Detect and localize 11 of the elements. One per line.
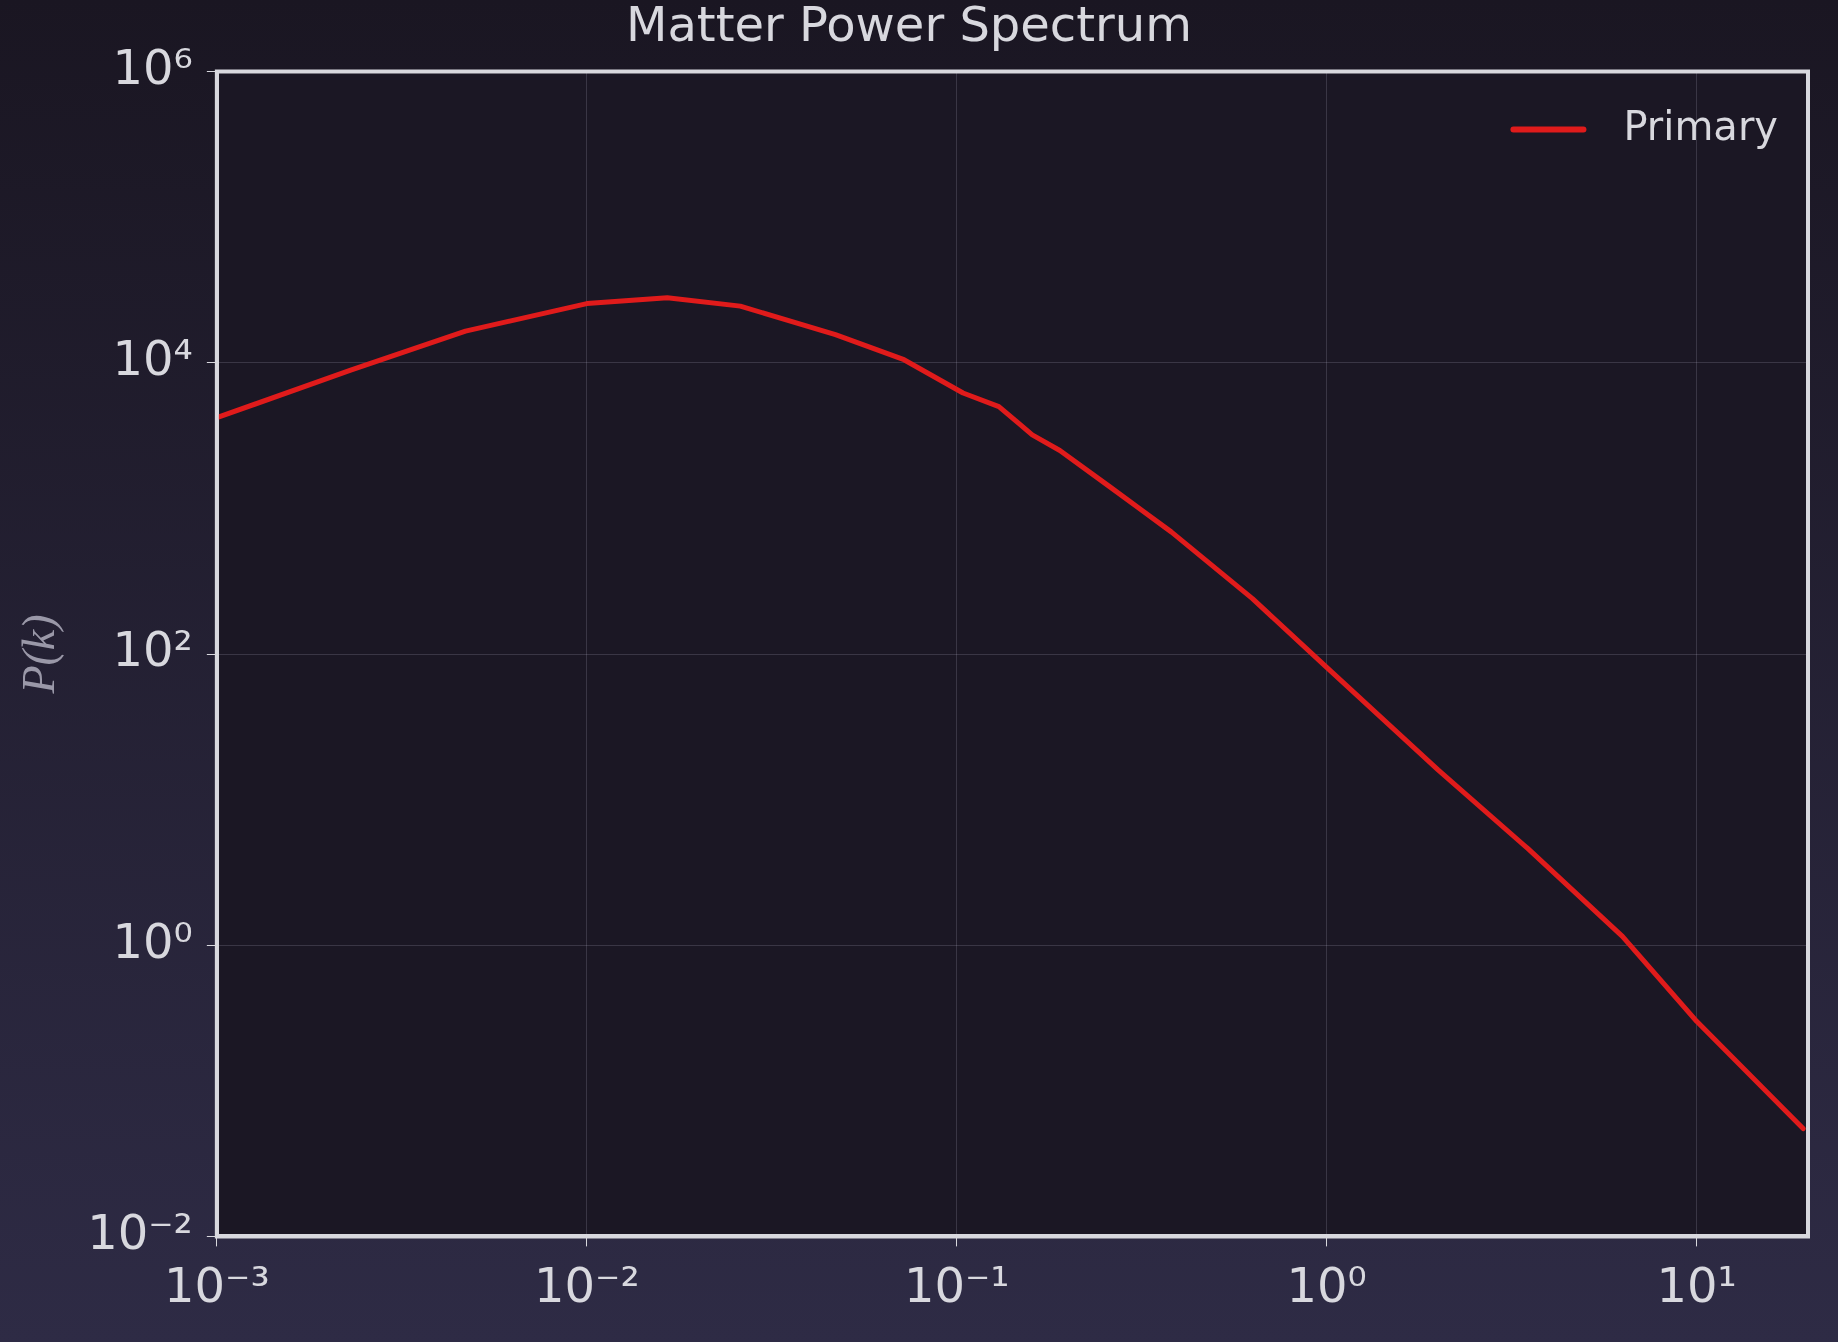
- y-tick-label: 10⁴: [112, 330, 193, 387]
- chart-title: Matter Power Spectrum: [626, 0, 1192, 53]
- x-tick-label: 10⁰: [1286, 1256, 1367, 1313]
- y-tick-label: 10⁰: [112, 912, 193, 969]
- x-tick-label: 10⁻²: [533, 1256, 640, 1313]
- x-tick-label: 10⁻¹: [903, 1256, 1010, 1313]
- y-tick-label: 10⁶: [112, 39, 193, 96]
- y-axis-title: P(k): [12, 614, 64, 695]
- legend-label: Primary: [1623, 102, 1779, 149]
- y-tick-label: 10²: [112, 621, 193, 678]
- x-tick-label: 10¹: [1656, 1256, 1737, 1313]
